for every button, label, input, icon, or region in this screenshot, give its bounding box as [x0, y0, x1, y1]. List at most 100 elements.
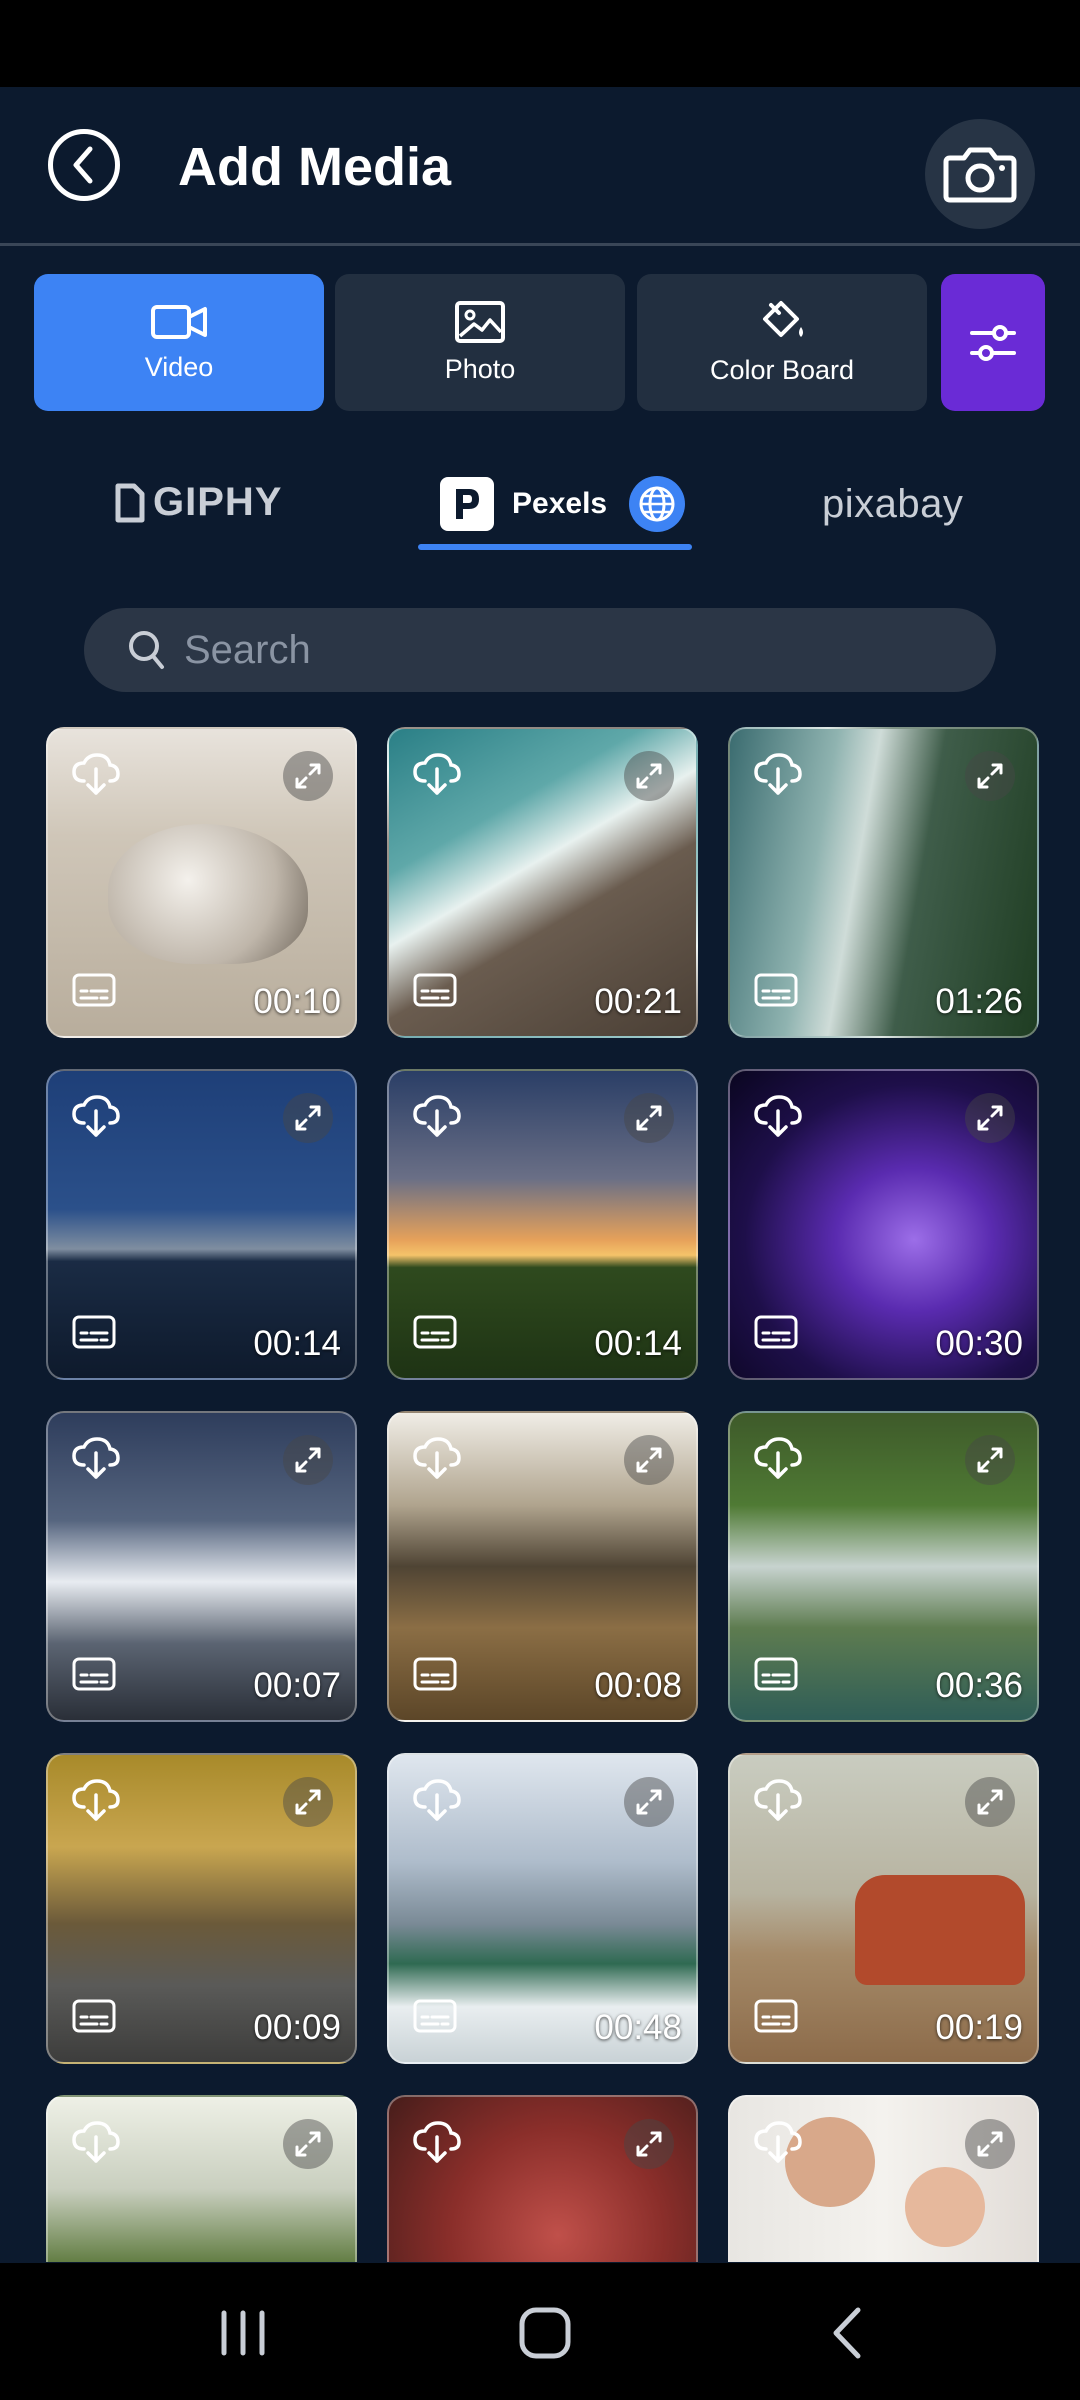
duration-label: 00:19 [935, 2008, 1023, 2047]
back-button[interactable] [48, 129, 120, 201]
header-divider [0, 243, 1080, 246]
subtitles-icon [413, 1657, 457, 1696]
media-tile[interactable]: 00:14 [46, 1069, 357, 1380]
giphy-logo-icon [115, 483, 145, 522]
expand-icon[interactable] [965, 1777, 1015, 1827]
active-source-indicator [418, 544, 692, 550]
download-icon[interactable] [752, 751, 804, 802]
search-bar[interactable] [84, 608, 996, 692]
media-tile[interactable]: 00:48 [387, 1753, 698, 2064]
download-icon[interactable] [411, 1435, 463, 1486]
download-icon[interactable] [70, 1777, 122, 1828]
subtitles-icon [72, 1315, 116, 1354]
subtitles-icon [754, 1657, 798, 1696]
tab-photo[interactable]: Photo [335, 274, 625, 411]
van-image [855, 1875, 1025, 1985]
download-icon[interactable] [70, 751, 122, 802]
expand-icon[interactable] [965, 751, 1015, 801]
camera-button[interactable] [925, 119, 1035, 229]
download-icon[interactable] [752, 1435, 804, 1486]
duration-label: 00:07 [253, 1666, 341, 1705]
download-icon[interactable] [411, 2119, 463, 2170]
search-input[interactable] [184, 627, 944, 673]
media-tile[interactable]: 00:30 [728, 1069, 1039, 1380]
face-image [905, 2167, 985, 2247]
duration-label: 00:21 [594, 982, 682, 1021]
home-button[interactable] [495, 2293, 595, 2373]
tab-photo-label: Photo [444, 354, 516, 384]
duration-label: 00:10 [253, 982, 341, 1021]
expand-icon[interactable] [965, 1435, 1015, 1485]
duration-label: 00:36 [935, 1666, 1023, 1705]
media-tile[interactable] [46, 2095, 357, 2262]
media-grid: 00:10 00:21 01:26 00:14 00:14 00:30 00 [0, 727, 1080, 2262]
media-tile[interactable]: 01:26 [728, 727, 1039, 1038]
expand-icon[interactable] [965, 1093, 1015, 1143]
source-pixabay[interactable]: pixabay [822, 482, 964, 526]
media-tile[interactable] [387, 2095, 698, 2262]
expand-icon[interactable] [283, 1435, 333, 1485]
expand-icon[interactable] [624, 751, 674, 801]
source-pexels-label: Pexels [512, 487, 608, 520]
video-camera-icon [151, 305, 207, 339]
tab-video-label: Video [144, 352, 214, 382]
duration-label: 00:48 [594, 2008, 682, 2047]
download-icon[interactable] [752, 1777, 804, 1828]
subtitles-icon [754, 1999, 798, 2038]
subtitles-icon [413, 1999, 457, 2038]
media-tile[interactable]: 00:14 [387, 1069, 698, 1380]
paint-bucket-icon [763, 301, 803, 337]
system-nav-bar [0, 2263, 1080, 2400]
download-icon[interactable] [752, 2119, 804, 2170]
expand-icon[interactable] [283, 1777, 333, 1827]
media-tile[interactable]: 00:21 [387, 727, 698, 1038]
download-icon[interactable] [752, 1093, 804, 1144]
filter-button[interactable] [941, 274, 1045, 411]
media-tile[interactable]: 00:19 [728, 1753, 1039, 2064]
subtitles-icon [72, 1657, 116, 1696]
download-icon[interactable] [411, 751, 463, 802]
photo-icon [455, 301, 505, 343]
page-title: Add Media [178, 137, 452, 197]
expand-icon[interactable] [965, 2119, 1015, 2169]
home-icon [519, 2307, 571, 2359]
tab-video[interactable]: Video [34, 274, 324, 411]
face-image [785, 2117, 875, 2207]
expand-icon[interactable] [624, 2119, 674, 2169]
download-icon[interactable] [70, 1093, 122, 1144]
expand-icon[interactable] [624, 1777, 674, 1827]
subtitles-icon [72, 1999, 116, 2038]
back-arrow-icon [833, 2307, 861, 2359]
duration-label: 01:26 [935, 982, 1023, 1021]
header: Add Media [0, 87, 1080, 244]
subtitles-icon [413, 973, 457, 1012]
media-tile[interactable] [728, 2095, 1039, 2262]
source-giphy[interactable]: GIPHY [115, 480, 282, 525]
system-back-button[interactable] [797, 2293, 897, 2373]
subtitles-icon [72, 973, 116, 1012]
expand-icon[interactable] [283, 751, 333, 801]
duration-label: 00:14 [594, 1324, 682, 1363]
globe-icon [629, 476, 686, 532]
media-tile[interactable]: 00:36 [728, 1411, 1039, 1722]
download-icon[interactable] [70, 1435, 122, 1486]
expand-icon[interactable] [283, 2119, 333, 2169]
recent-apps-button[interactable] [193, 2293, 293, 2373]
media-tile[interactable]: 00:07 [46, 1411, 357, 1722]
source-giphy-label: GIPHY [153, 480, 283, 524]
tab-color-board[interactable]: Color Board [637, 274, 927, 411]
expand-icon[interactable] [283, 1093, 333, 1143]
media-tile[interactable]: 00:08 [387, 1411, 698, 1722]
recent-apps-icon [221, 2310, 265, 2356]
camera-icon [943, 147, 1017, 203]
download-icon[interactable] [411, 1777, 463, 1828]
expand-icon[interactable] [624, 1435, 674, 1485]
media-tile[interactable]: 00:10 [46, 727, 357, 1038]
source-pexels[interactable]: Pexels [440, 476, 686, 532]
search-icon [129, 631, 164, 669]
expand-icon[interactable] [624, 1093, 674, 1143]
media-tile[interactable]: 00:09 [46, 1753, 357, 2064]
duration-label: 00:14 [253, 1324, 341, 1363]
download-icon[interactable] [70, 2119, 122, 2170]
download-icon[interactable] [411, 1093, 463, 1144]
